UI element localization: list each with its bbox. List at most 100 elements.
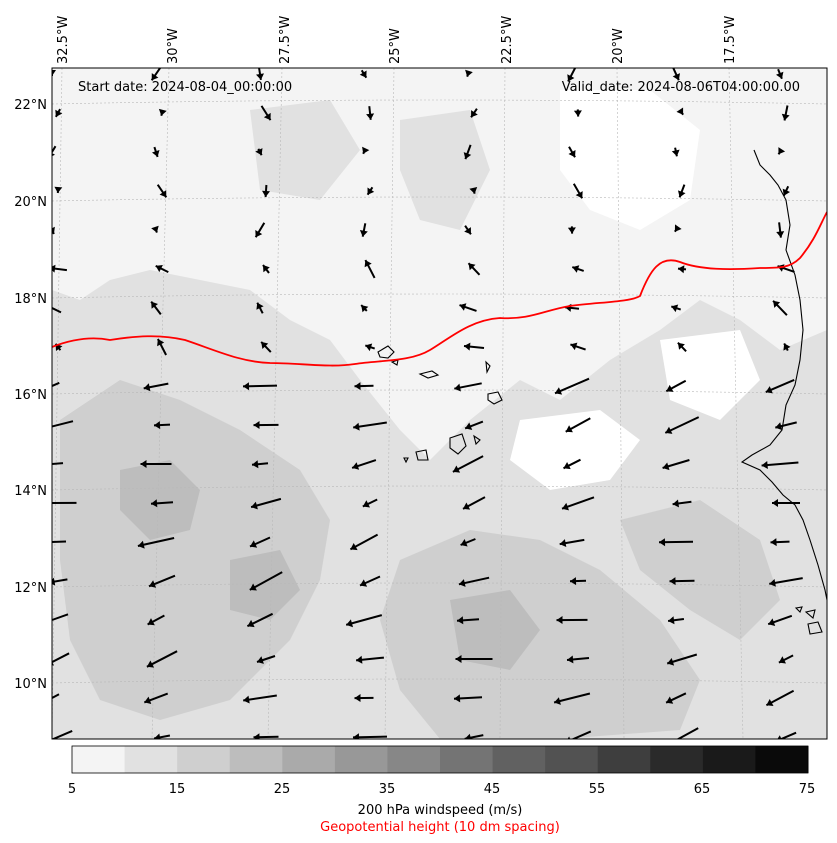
wind-arrow-head [143, 383, 151, 392]
wind-arrow-head [770, 538, 777, 547]
colorbar-tick-label: 65 [694, 782, 711, 797]
colorbar-cell [177, 746, 231, 773]
wind-arrow-head [346, 619, 353, 628]
wind-arrow-shaft [676, 727, 699, 739]
colorbar-cell [229, 746, 283, 773]
cape-verde-island [418, 370, 440, 379]
lat-tick-label: 16°N [14, 388, 47, 403]
cape-verde-island [403, 457, 409, 464]
lon-tick-label: 25°W [388, 28, 403, 64]
wind-arrow-head [454, 694, 461, 703]
cape-verde-island [487, 391, 503, 405]
wind-arrow-head [565, 425, 573, 433]
wind-arrow-head [364, 260, 372, 268]
colorbar-cell [597, 746, 651, 773]
windspeed-band-20-25 [450, 590, 540, 670]
colorbar-tick-label: 55 [589, 782, 606, 797]
wind-arrow-head [671, 304, 679, 313]
wind-arrow-shaft [761, 461, 799, 467]
wind-arrow-head [52, 264, 56, 273]
colorbar-cells [72, 746, 809, 773]
colorbar-tick-label: 15 [169, 782, 186, 797]
lon-tick-label: 17.5°W [723, 16, 738, 64]
wind-arrow-head [140, 460, 147, 468]
wind-arrow-head [250, 540, 258, 548]
wind-arrow-head [465, 422, 473, 430]
coastlines [377, 149, 827, 635]
wind-arrow-head [38, 538, 44, 546]
wind-arrow-head [471, 110, 478, 118]
wind-arrow-head [454, 383, 461, 392]
cape-verde-island [485, 360, 491, 374]
wind-arrow-head [359, 230, 368, 237]
colorbar-tick-labels: 5 15 25 35 45 55 65 75 [68, 782, 815, 797]
wind-arrow-head [55, 109, 63, 117]
wind-arrow-head [573, 110, 582, 117]
wind-arrow-head [465, 69, 473, 77]
lat-tick-label: 22°N [14, 98, 47, 113]
wind-arrow-head [365, 343, 373, 352]
wind-arrow-head [263, 265, 270, 273]
windspeed-band-20-25 [120, 460, 200, 540]
colorbar: 5 15 25 35 45 55 65 75 200 hPa windspeed… [68, 745, 815, 835]
wind-vectors [36, 68, 803, 747]
colorbar-frame [71, 745, 809, 774]
wind-arrow-head [52, 226, 55, 234]
wind-arrow-head [567, 227, 576, 234]
wind-arrow-head [783, 343, 791, 351]
colorbar-cell [72, 746, 126, 773]
wind-arrow-head [52, 702, 53, 703]
wind-arrow-head [464, 342, 471, 351]
wind-arrow-head [261, 341, 269, 349]
lat-tick-label: 10°N [14, 677, 47, 692]
parallel-line [52, 99, 827, 105]
windspeed-band-20-25 [230, 550, 300, 620]
wind-arrow-head [766, 699, 774, 706]
wind-arrow-head [672, 499, 679, 508]
wind-arrow-head [666, 384, 674, 392]
wind-arrow-head [52, 152, 55, 157]
wind-arrow-head [149, 580, 157, 588]
wind-arrow-head [765, 386, 773, 394]
colorbar-cell [755, 746, 809, 773]
wind-arrow-head [52, 577, 56, 586]
wind-arrow-head [458, 579, 466, 587]
wind-arrow-head [352, 462, 360, 470]
wind-arrow-head [155, 265, 163, 273]
wind-arrow-shaft [52, 420, 74, 428]
wind-arrow-shaft [52, 578, 68, 584]
wind-arrow-head [455, 655, 462, 663]
lon-tick-label: 30°W [166, 28, 181, 64]
wind-arrow-head [359, 70, 367, 78]
wind-arrow-head [253, 421, 260, 429]
graticule [52, 68, 827, 739]
colorbar-cell [545, 746, 599, 773]
wind-arrow-shaft [249, 571, 283, 591]
wind-arrow-head [457, 616, 464, 625]
wind-arrow-head [36, 620, 43, 628]
wind-arrow-head [356, 655, 363, 664]
wind-arrow-head [559, 539, 567, 547]
lat-tick-label: 14°N [14, 484, 47, 499]
wind-arrow-head [554, 697, 561, 705]
longitude-tick-labels: 32.5°W 30°W 27.5°W 25°W 22.5°W 20°W 17.5… [56, 16, 738, 64]
wind-arrow-head [575, 191, 583, 199]
wind-arrow-head [350, 543, 358, 551]
cape-verde-island [415, 449, 429, 461]
wind-arrow-head [257, 656, 264, 664]
valid-date-label: Valid_date: 2024-08-06T04:00:00.00 [562, 80, 800, 95]
wind-arrow-head [669, 577, 676, 586]
wind-arrow-head [676, 107, 684, 115]
wind-arrow-head [464, 733, 471, 739]
wind-arrow-head [768, 618, 776, 626]
wind-arrow-head [256, 302, 264, 310]
wind-arrow-shaft [778, 731, 797, 739]
wind-arrow-head [677, 342, 685, 350]
wind-arrow-head [52, 70, 56, 76]
wind-arrow-head [151, 225, 159, 233]
lat-tick-label: 12°N [14, 581, 47, 596]
wind-arrow-head [666, 740, 673, 747]
colorbar-cell [702, 746, 756, 773]
latitude-tick-labels: 22°N 20°N 18°N 16°N 14°N 12°N 10°N [14, 98, 47, 692]
wind-arrow-head [151, 73, 159, 81]
